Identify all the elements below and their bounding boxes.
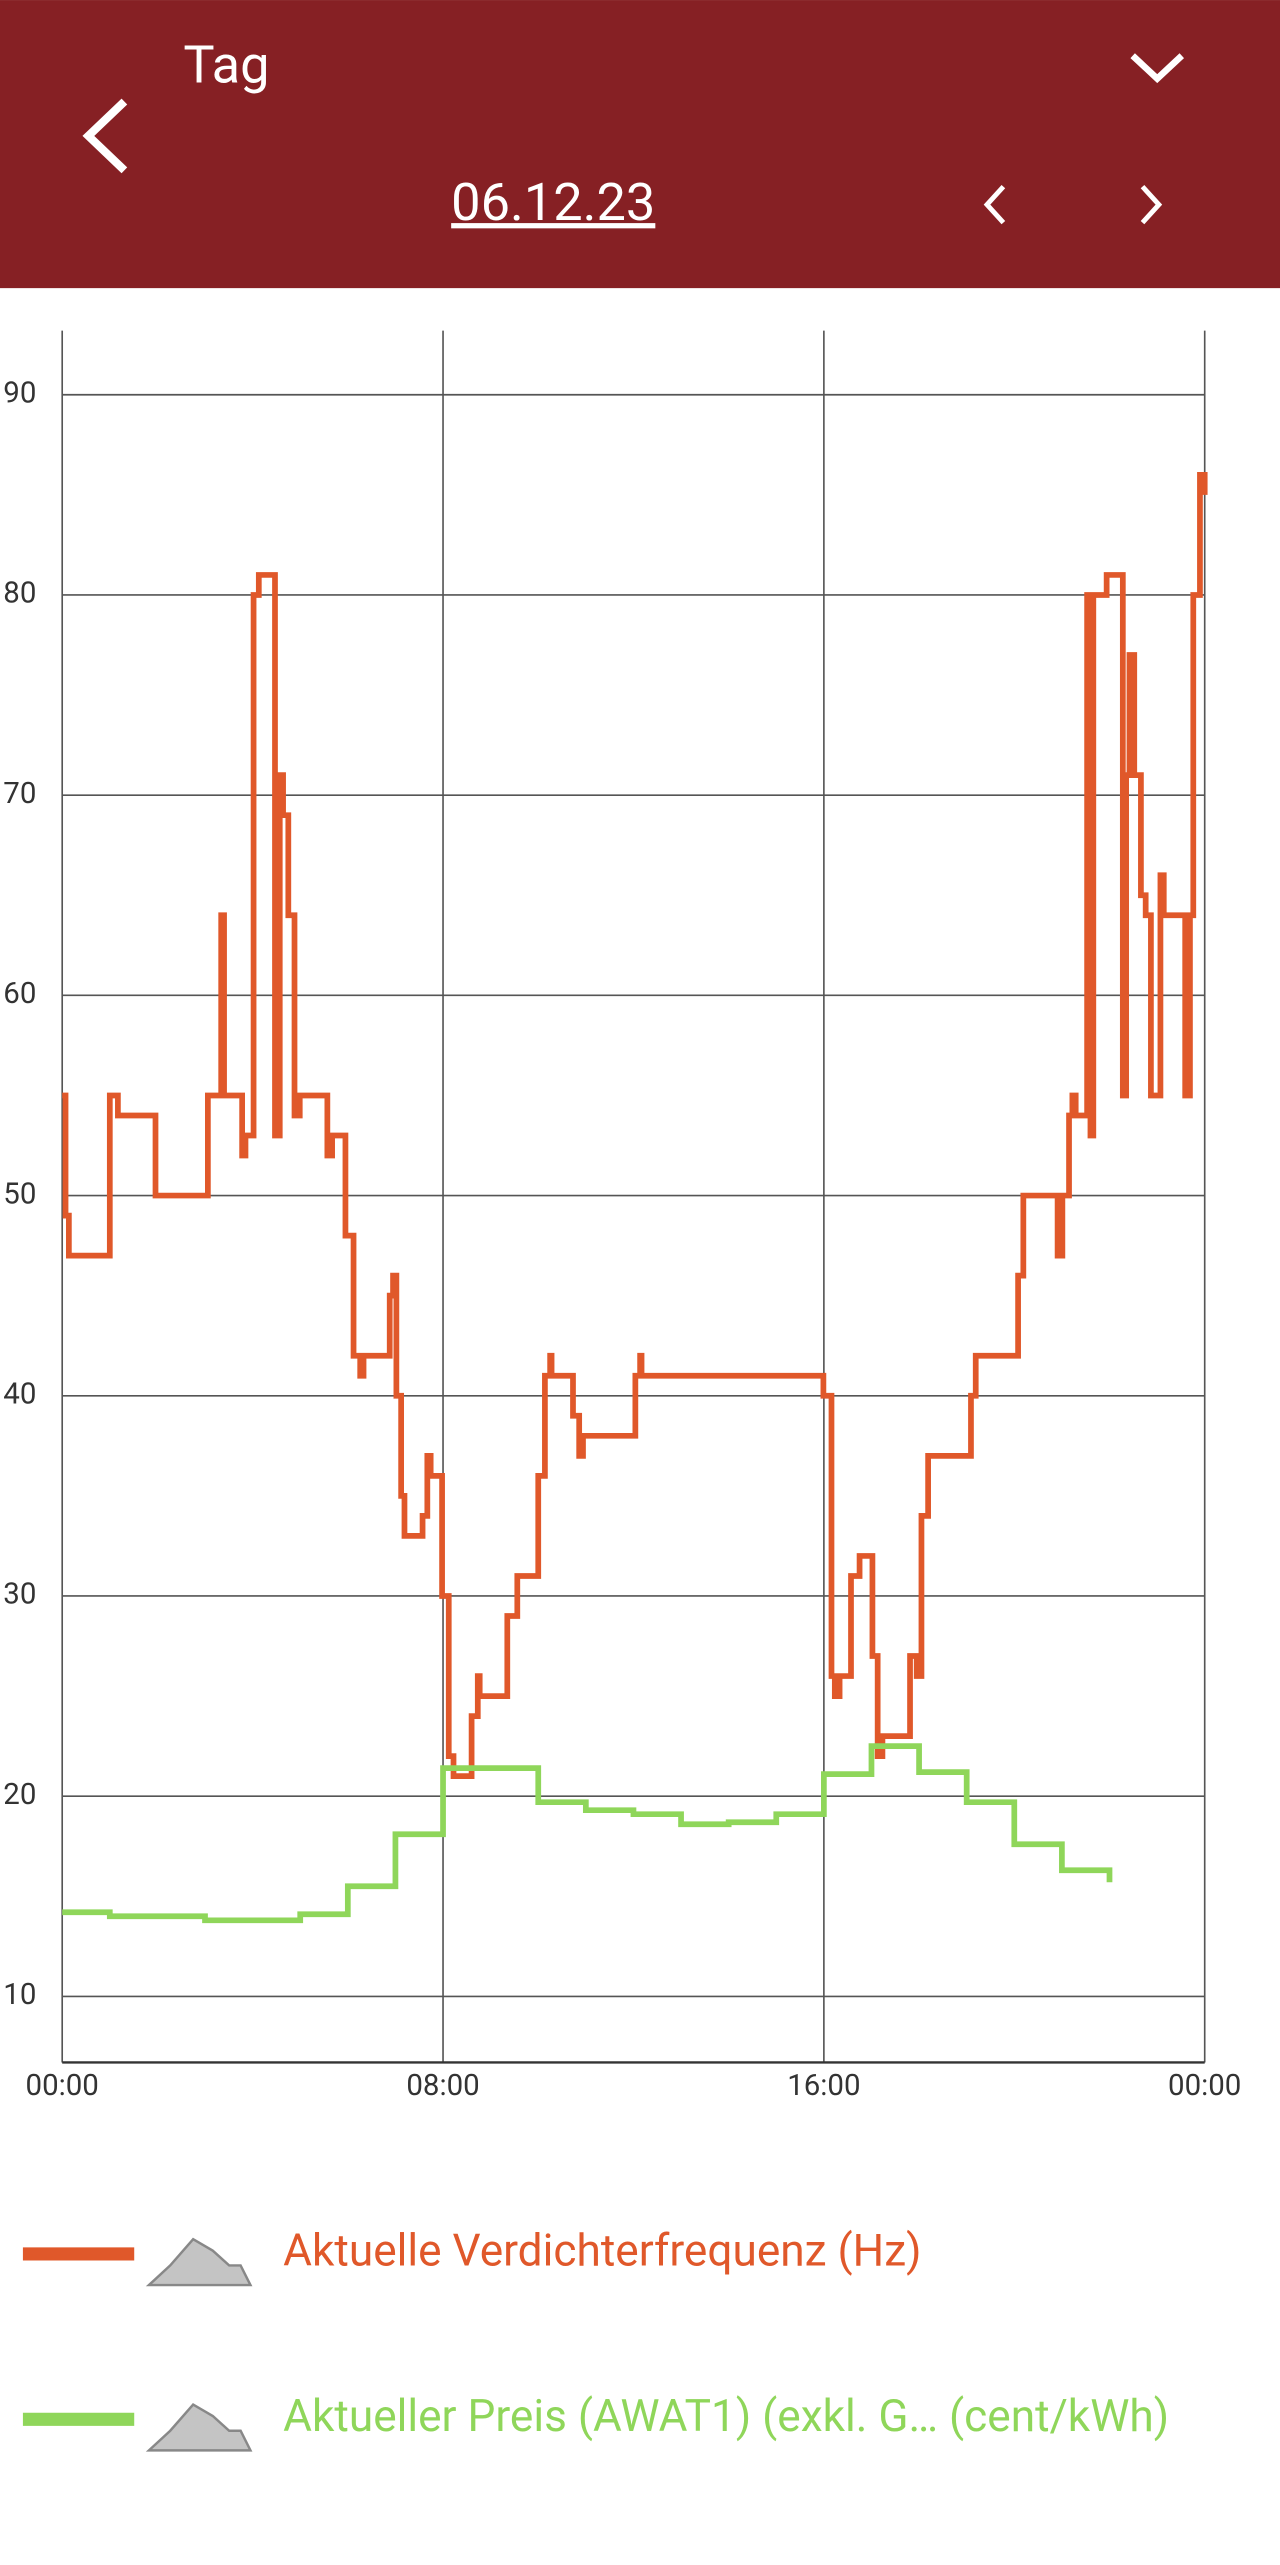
legend-area-icon [145, 2402, 253, 2452]
y-tick-label: 80 [3, 577, 36, 611]
y-tick-label: 50 [3, 1177, 36, 1211]
series-line [62, 471, 1208, 1780]
date-picker[interactable]: 06.12.23 [451, 171, 655, 233]
y-tick-label: 60 [3, 977, 36, 1011]
series-line [62, 1743, 1113, 1924]
y-tick-label: 70 [3, 777, 36, 811]
back-button[interactable] [82, 98, 128, 174]
next-day-button[interactable] [1140, 184, 1163, 225]
x-tick-label: 08:00 [406, 2069, 479, 2103]
prev-day-button[interactable] [983, 184, 1006, 225]
y-tick-label: 40 [3, 1378, 36, 1412]
dropdown-button[interactable] [1130, 53, 1185, 84]
header-bar [0, 0, 1280, 289]
legend-area-icon [145, 2237, 253, 2287]
header-title: Tag [183, 34, 269, 96]
x-tick-label: 00:00 [1168, 2069, 1241, 2103]
legend-label: Aktueller Preis (AWAT1) (exkl. G… (cent/… [283, 2390, 1169, 2442]
y-tick-label: 90 [3, 377, 36, 411]
x-tick-label: 00:00 [26, 2069, 99, 2103]
legend-label: Aktuelle Verdichterfrequenz (Hz) [283, 2225, 921, 2277]
y-tick-label: 20 [3, 1778, 36, 1812]
y-tick-label: 10 [3, 1978, 36, 2012]
x-tick-label: 16:00 [787, 2069, 860, 2103]
y-tick-label: 30 [3, 1578, 36, 1612]
